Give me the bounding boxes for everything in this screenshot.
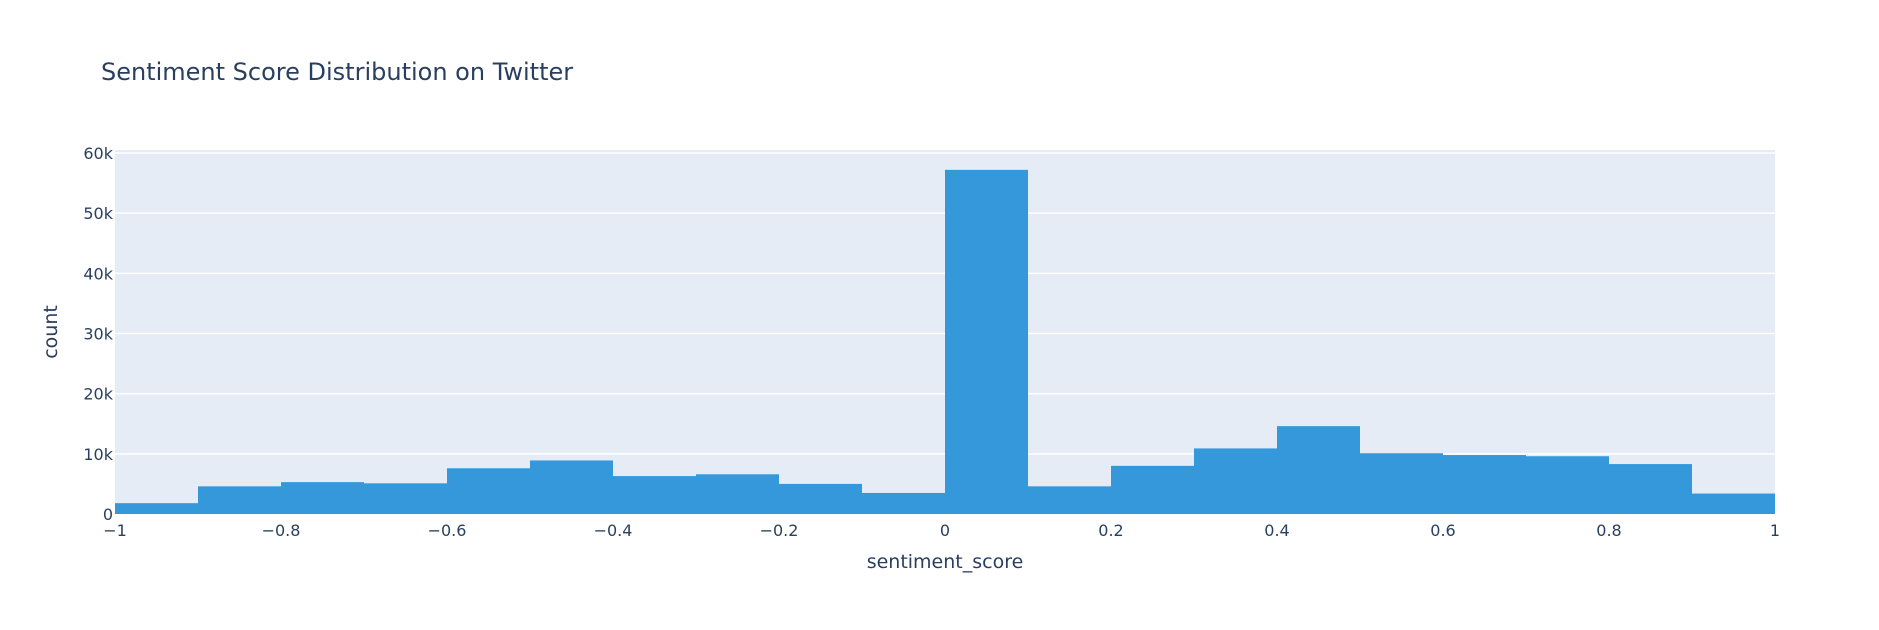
histogram-bar <box>530 460 613 514</box>
y-tick-label: 10k <box>83 445 113 464</box>
histogram-bar <box>1526 456 1609 514</box>
y-tick-label: 30k <box>83 325 113 344</box>
x-tick-label: 0 <box>940 521 950 540</box>
x-axis-ticks: −1 −0.8 −0.6 −0.4 −0.2 0 0.2 0.4 0.6 0.8 1 <box>103 521 1780 540</box>
chart-title: Sentiment Score Distribution on Twitter <box>101 58 573 86</box>
histogram-bar <box>281 482 364 514</box>
histogram-bar <box>696 474 779 514</box>
histogram-bar <box>1609 464 1692 514</box>
x-axis-label: sentiment_score <box>867 551 1024 573</box>
histogram-bar <box>1360 453 1443 514</box>
x-tick-label: −0.4 <box>594 521 633 540</box>
histogram-bar <box>1111 465 1194 514</box>
histogram-bar <box>364 483 447 514</box>
histogram-bar <box>1692 493 1775 514</box>
histogram-bar <box>447 468 530 514</box>
histogram-bar <box>1443 455 1526 514</box>
y-tick-label: 60k <box>83 144 113 163</box>
y-axis-label: count <box>40 305 62 359</box>
y-axis-ticks: 0 10k 20k 30k 40k 50k 60k <box>83 144 113 524</box>
x-tick-label: 0.2 <box>1098 521 1123 540</box>
histogram-bar <box>1277 426 1360 514</box>
x-tick-label: −0.8 <box>262 521 301 540</box>
y-tick-label: 0 <box>103 505 113 524</box>
histogram-bar <box>779 483 862 514</box>
histogram-bar <box>945 169 1028 514</box>
x-tick-label: −0.2 <box>760 521 799 540</box>
x-tick-label: 0.4 <box>1264 521 1289 540</box>
bars <box>115 169 1775 514</box>
y-tick-label: 50k <box>83 204 113 223</box>
x-tick-label: −1 <box>103 521 127 540</box>
histogram-bar <box>613 476 696 514</box>
histogram-bar <box>1028 486 1111 514</box>
x-tick-label: 0.8 <box>1596 521 1621 540</box>
histogram-bar <box>1194 448 1277 514</box>
histogram-bar <box>115 503 198 514</box>
histogram-bar <box>862 492 945 514</box>
y-tick-label: 40k <box>83 264 113 283</box>
y-tick-label: 20k <box>83 385 113 404</box>
x-tick-label: −0.6 <box>428 521 467 540</box>
x-tick-label: 0.6 <box>1430 521 1455 540</box>
x-tick-label: 1 <box>1770 521 1780 540</box>
histogram-bar <box>198 486 281 514</box>
